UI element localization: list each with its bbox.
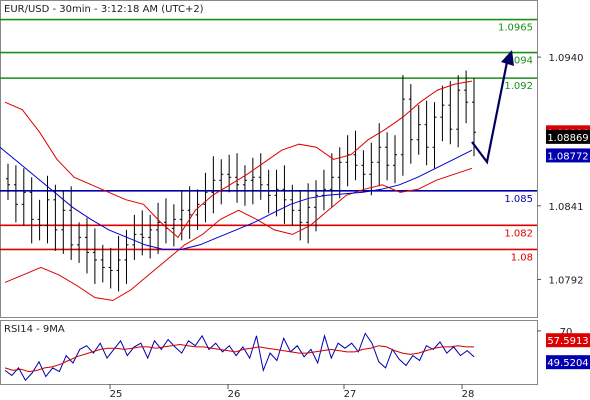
price-plot-area: 1.0965 1.094 1.092 1.085 1.082 1.08 [0,18,537,302]
rsi-ma-line [4,343,474,373]
rsi-panel-frame [0,320,538,385]
x-axis: 25 26 27 28 [109,384,475,400]
x-tick-label-2: 27 [344,389,357,400]
price-panel: 1.0965 1.094 1.092 1.085 1.082 1.08 EUR/USD -… [0,0,538,318]
forecast-arrow-head [501,50,514,66]
level-label-3: 1.085 [504,194,533,205]
rsi-y-tick-label-0: 70 [560,327,573,338]
level-label-4: 1.082 [504,228,533,239]
chart-title: EUR/USD - 30min - 3:12:18 AM (UTC+2) [4,4,204,15]
rsi-plot-area [4,332,475,382]
x-tick-label-1: 26 [228,389,241,400]
price-tag-bg-2 [546,148,590,163]
moving-average [0,146,473,250]
level-label-1: 1.094 [504,56,533,67]
x-tick-label-0: 25 [110,389,123,400]
rsi-tag-bg-1 [546,355,590,370]
rsi-panel: RSI14 - 9MA [0,320,538,385]
rsi-tag-1: 49.5204 [547,358,588,369]
x-tick-label-3: 28 [462,389,475,400]
level-label-2: 1.092 [504,81,533,92]
bollinger-lower [4,167,473,302]
rsi-tag-bg-0 [546,333,590,348]
rsi-line [4,332,475,382]
price-tag-1: 1.08869 [547,133,588,144]
level-label-5: 1.08 [511,252,533,263]
y-axis: 1.088861.088691.087721.09401.08411.07927… [537,53,590,370]
rsi-title: RSI14 - 9MA [4,324,65,335]
bollinger-upper [4,80,473,239]
price-panel-frame [0,0,538,318]
level-label-0: 1.0965 [498,23,533,34]
y-tick-label-0: 1.0940 [549,53,584,64]
y-tick-label-2: 1.0792 [549,275,584,286]
rsi-tag-0: 57.5913 [547,336,588,347]
y-tick-label-1: 1.0841 [549,202,584,213]
forecast-arrow [471,56,510,165]
price-tag-2: 1.08772 [547,151,588,162]
price-tag-bg-1 [546,129,590,144]
